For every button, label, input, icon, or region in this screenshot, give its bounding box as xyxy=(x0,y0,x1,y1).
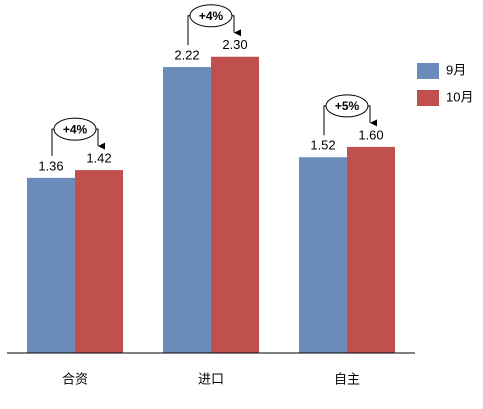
annotation: +4% xyxy=(199,9,224,23)
bar xyxy=(299,157,347,353)
annotation: +5% xyxy=(335,99,360,113)
legend-label: 9月 xyxy=(446,62,466,77)
annotation-bubble xyxy=(53,117,97,141)
value-label: 1.42 xyxy=(86,151,111,166)
value-label: 1.52 xyxy=(310,138,335,153)
bar xyxy=(211,56,259,353)
x-tick-label: 自主 xyxy=(334,371,360,386)
value-label: 1.60 xyxy=(358,127,383,142)
annotation-bubble xyxy=(189,4,233,28)
legend-swatch xyxy=(417,90,439,106)
value-label: 2.30 xyxy=(222,37,247,52)
bar xyxy=(75,170,123,353)
legend-swatch xyxy=(417,63,439,79)
value-label: 1.36 xyxy=(38,158,63,173)
value-label: 2.22 xyxy=(174,48,199,63)
bar xyxy=(27,177,75,353)
bar xyxy=(347,146,395,353)
annotation: +4% xyxy=(63,122,88,136)
x-tick-label: 进口 xyxy=(198,371,224,386)
legend-label: 10月 xyxy=(446,89,473,104)
bar xyxy=(163,67,211,354)
annotation-bubble xyxy=(325,94,369,118)
x-tick-label: 合资 xyxy=(62,371,88,386)
